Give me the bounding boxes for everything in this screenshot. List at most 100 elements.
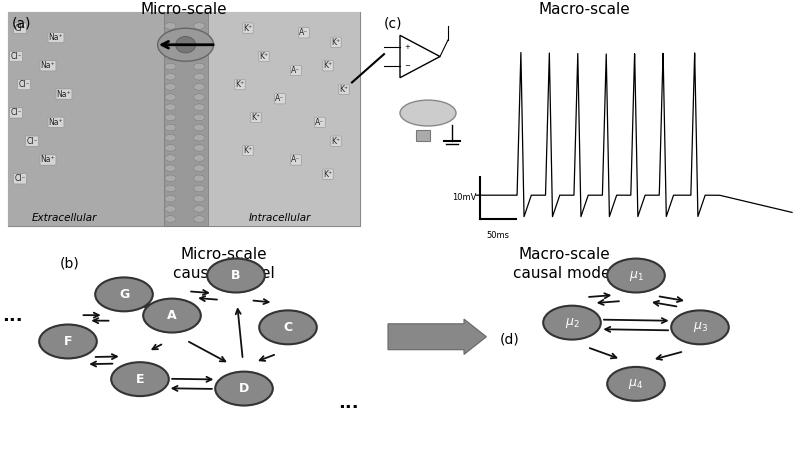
Text: 10mV: 10mV — [452, 193, 476, 203]
Circle shape — [194, 175, 205, 182]
Text: ...: ... — [338, 394, 358, 412]
Circle shape — [165, 124, 176, 131]
Circle shape — [39, 325, 97, 358]
Text: K⁺: K⁺ — [323, 170, 333, 179]
Text: (a): (a) — [12, 16, 31, 31]
Circle shape — [165, 175, 176, 182]
Ellipse shape — [176, 37, 196, 53]
Circle shape — [207, 259, 265, 292]
Circle shape — [194, 73, 205, 80]
Text: K⁺: K⁺ — [251, 113, 261, 122]
Text: Cl⁻: Cl⁻ — [10, 108, 22, 117]
Circle shape — [259, 310, 317, 344]
Circle shape — [194, 23, 205, 29]
Text: K⁺: K⁺ — [243, 146, 253, 155]
Circle shape — [194, 155, 205, 162]
Text: Intracellular: Intracellular — [249, 213, 311, 223]
Circle shape — [165, 155, 176, 162]
Circle shape — [194, 195, 205, 202]
Circle shape — [194, 53, 205, 60]
Text: $\mu_4$: $\mu_4$ — [629, 377, 643, 391]
Circle shape — [165, 205, 176, 212]
Text: K⁺: K⁺ — [339, 85, 349, 94]
Circle shape — [194, 83, 205, 90]
Text: (b): (b) — [60, 257, 80, 271]
Text: Na⁺: Na⁺ — [41, 61, 55, 70]
Text: K⁺: K⁺ — [243, 24, 253, 32]
Text: (c): (c) — [384, 16, 402, 31]
Text: A⁻: A⁻ — [315, 118, 325, 127]
Circle shape — [165, 185, 176, 192]
Text: Na⁺: Na⁺ — [57, 89, 71, 98]
Text: Macro-scale: Macro-scale — [538, 2, 630, 17]
Circle shape — [194, 145, 205, 151]
Circle shape — [194, 104, 205, 111]
Circle shape — [165, 73, 176, 80]
Text: 50ms: 50ms — [486, 231, 510, 240]
Text: Cl⁻: Cl⁻ — [10, 52, 22, 61]
Circle shape — [165, 33, 176, 40]
Text: A⁻: A⁻ — [275, 94, 285, 103]
Circle shape — [607, 259, 665, 292]
Circle shape — [165, 216, 176, 222]
Text: G: G — [119, 288, 129, 301]
Circle shape — [194, 63, 205, 70]
Circle shape — [194, 124, 205, 131]
Ellipse shape — [158, 28, 214, 61]
Text: Na⁺: Na⁺ — [49, 118, 63, 127]
Circle shape — [194, 114, 205, 121]
Circle shape — [165, 83, 176, 90]
Circle shape — [194, 43, 205, 49]
Text: $\mu_3$: $\mu_3$ — [693, 320, 707, 334]
Circle shape — [165, 53, 176, 60]
Bar — [8, 12, 176, 226]
Text: −: − — [404, 63, 410, 69]
Circle shape — [165, 114, 176, 121]
Text: E: E — [136, 373, 144, 386]
Ellipse shape — [400, 100, 456, 126]
Bar — [8, 12, 360, 226]
Circle shape — [194, 134, 205, 141]
Bar — [208, 12, 360, 226]
Circle shape — [671, 310, 729, 344]
Circle shape — [95, 277, 153, 311]
Text: C: C — [283, 321, 293, 334]
Circle shape — [165, 43, 176, 49]
Text: (d): (d) — [500, 332, 520, 346]
Text: A⁻: A⁻ — [291, 155, 301, 164]
Circle shape — [165, 195, 176, 202]
Text: Cl⁻: Cl⁻ — [14, 174, 26, 183]
Text: Macro-scale
causal model: Macro-scale causal model — [513, 247, 615, 281]
Text: K⁺: K⁺ — [331, 137, 341, 146]
Text: D: D — [239, 382, 249, 395]
Text: K⁺: K⁺ — [323, 61, 333, 70]
Bar — [164, 12, 208, 226]
Circle shape — [165, 94, 176, 100]
Text: B: B — [231, 269, 241, 282]
Text: A⁻: A⁻ — [291, 66, 301, 75]
Circle shape — [215, 372, 273, 406]
Text: ...: ... — [2, 307, 22, 325]
Text: $\mu_1$: $\mu_1$ — [629, 268, 643, 283]
Text: Micro-scale: Micro-scale — [141, 2, 227, 17]
Text: $\mu_2$: $\mu_2$ — [565, 316, 579, 330]
Circle shape — [194, 165, 205, 171]
Text: Na⁺: Na⁺ — [49, 33, 63, 42]
Circle shape — [194, 205, 205, 212]
Circle shape — [165, 63, 176, 70]
Circle shape — [543, 306, 601, 340]
Text: K⁺: K⁺ — [259, 52, 269, 61]
Circle shape — [194, 185, 205, 192]
Circle shape — [165, 145, 176, 151]
Text: A⁻: A⁻ — [299, 28, 309, 37]
Circle shape — [194, 94, 205, 100]
Circle shape — [165, 104, 176, 111]
Text: K⁺: K⁺ — [331, 38, 341, 47]
Text: Cl⁻: Cl⁻ — [18, 80, 30, 89]
Text: F: F — [64, 335, 72, 348]
Circle shape — [165, 165, 176, 171]
Text: Cl⁻: Cl⁻ — [14, 24, 26, 32]
Circle shape — [143, 299, 201, 333]
Circle shape — [111, 362, 169, 396]
Circle shape — [607, 367, 665, 401]
